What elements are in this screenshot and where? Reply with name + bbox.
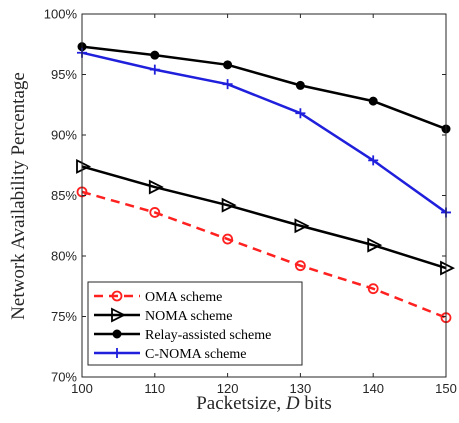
x-axis-ticks: 100 110 120 130 140 150: [71, 14, 457, 396]
point-oma-scheme-120: [222, 233, 234, 245]
legend-entry-c-noma-scheme: C-NOMA scheme: [94, 347, 247, 362]
point-relay-assisted-scheme-130: [295, 80, 305, 90]
y-tick-label-3: 85%: [51, 188, 77, 203]
x-tick-label-150: 150: [435, 381, 457, 396]
legend-entries: OMA scheme NOMA scheme Relay-assisted sche…: [94, 290, 271, 362]
y-tick-label-0: 70%: [51, 370, 77, 385]
legend-label-relay-assisted-scheme: Relay-assisted scheme: [145, 328, 271, 343]
y-tick-label-6: 100%: [44, 7, 78, 22]
x-tick-label-130: 130: [290, 381, 312, 396]
point-c-noma-scheme-140: [368, 155, 379, 166]
y-tick-label-2: 80%: [51, 249, 77, 264]
legend-label-noma-scheme: NOMA scheme: [145, 309, 233, 324]
point-noma-scheme-110: [148, 179, 164, 195]
point-relay-assisted-scheme-140: [368, 96, 378, 106]
point-noma-scheme-120: [221, 197, 237, 213]
x-tick-label-140: 140: [362, 381, 384, 396]
x-axis-label: Packetsize, D bits: [196, 393, 332, 414]
point-oma-scheme-140: [367, 283, 379, 295]
x-tick-label-110: 110: [144, 381, 165, 396]
x-tick-label-120: 120: [217, 381, 239, 396]
x-tick-label-100: 100: [71, 381, 93, 396]
point-relay-assisted-scheme-120: [223, 60, 233, 70]
y-tick-label-4: 90%: [51, 128, 77, 143]
series-line-noma-scheme: [81, 165, 447, 270]
series-line-c-noma-scheme: [81, 51, 447, 214]
legend-marker-c-noma-scheme: [112, 348, 122, 358]
point-oma-scheme-130: [294, 260, 306, 272]
legend-label-c-noma-scheme: C-NOMA scheme: [145, 347, 247, 362]
legend-entry-relay-assisted-scheme: Relay-assisted scheme: [94, 328, 271, 343]
point-noma-scheme-140: [367, 237, 383, 253]
series-relay-assisted-scheme: [77, 42, 451, 134]
legend-entry-oma-scheme: OMA scheme: [94, 290, 222, 305]
legend-entry-noma-scheme: NOMA scheme: [94, 307, 233, 324]
point-oma-scheme-110: [149, 207, 161, 218]
legend-marker-relay-assisted-scheme: [112, 329, 122, 339]
point-noma-scheme-150: [440, 260, 456, 276]
series-line-relay-assisted-scheme: [81, 45, 447, 131]
y-axis-label: Network Availability Percentage: [8, 72, 29, 320]
point-noma-scheme-100: [76, 159, 92, 174]
y-tick-label-1: 75%: [51, 309, 77, 324]
point-relay-assisted-scheme-110: [150, 50, 160, 60]
legend: OMA scheme NOMA scheme Relay-assisted sche…: [87, 281, 303, 366]
y-axis-ticks: 70% 75% 80% 85% 90% 95% 100%: [44, 7, 446, 385]
legend-box: [87, 281, 303, 366]
legend-marker-noma-scheme: [111, 307, 127, 323]
point-c-noma-scheme-110: [149, 64, 160, 75]
point-c-noma-scheme-120: [222, 79, 233, 90]
legend-marker-oma-scheme: [111, 290, 123, 302]
point-c-noma-scheme-130: [295, 108, 306, 119]
series-noma-scheme: [76, 159, 456, 276]
point-noma-scheme-130: [294, 218, 310, 234]
series-line-oma-scheme: [81, 190, 447, 319]
legend-label-oma-scheme: OMA scheme: [145, 290, 222, 305]
y-tick-label-5: 95%: [51, 67, 77, 82]
